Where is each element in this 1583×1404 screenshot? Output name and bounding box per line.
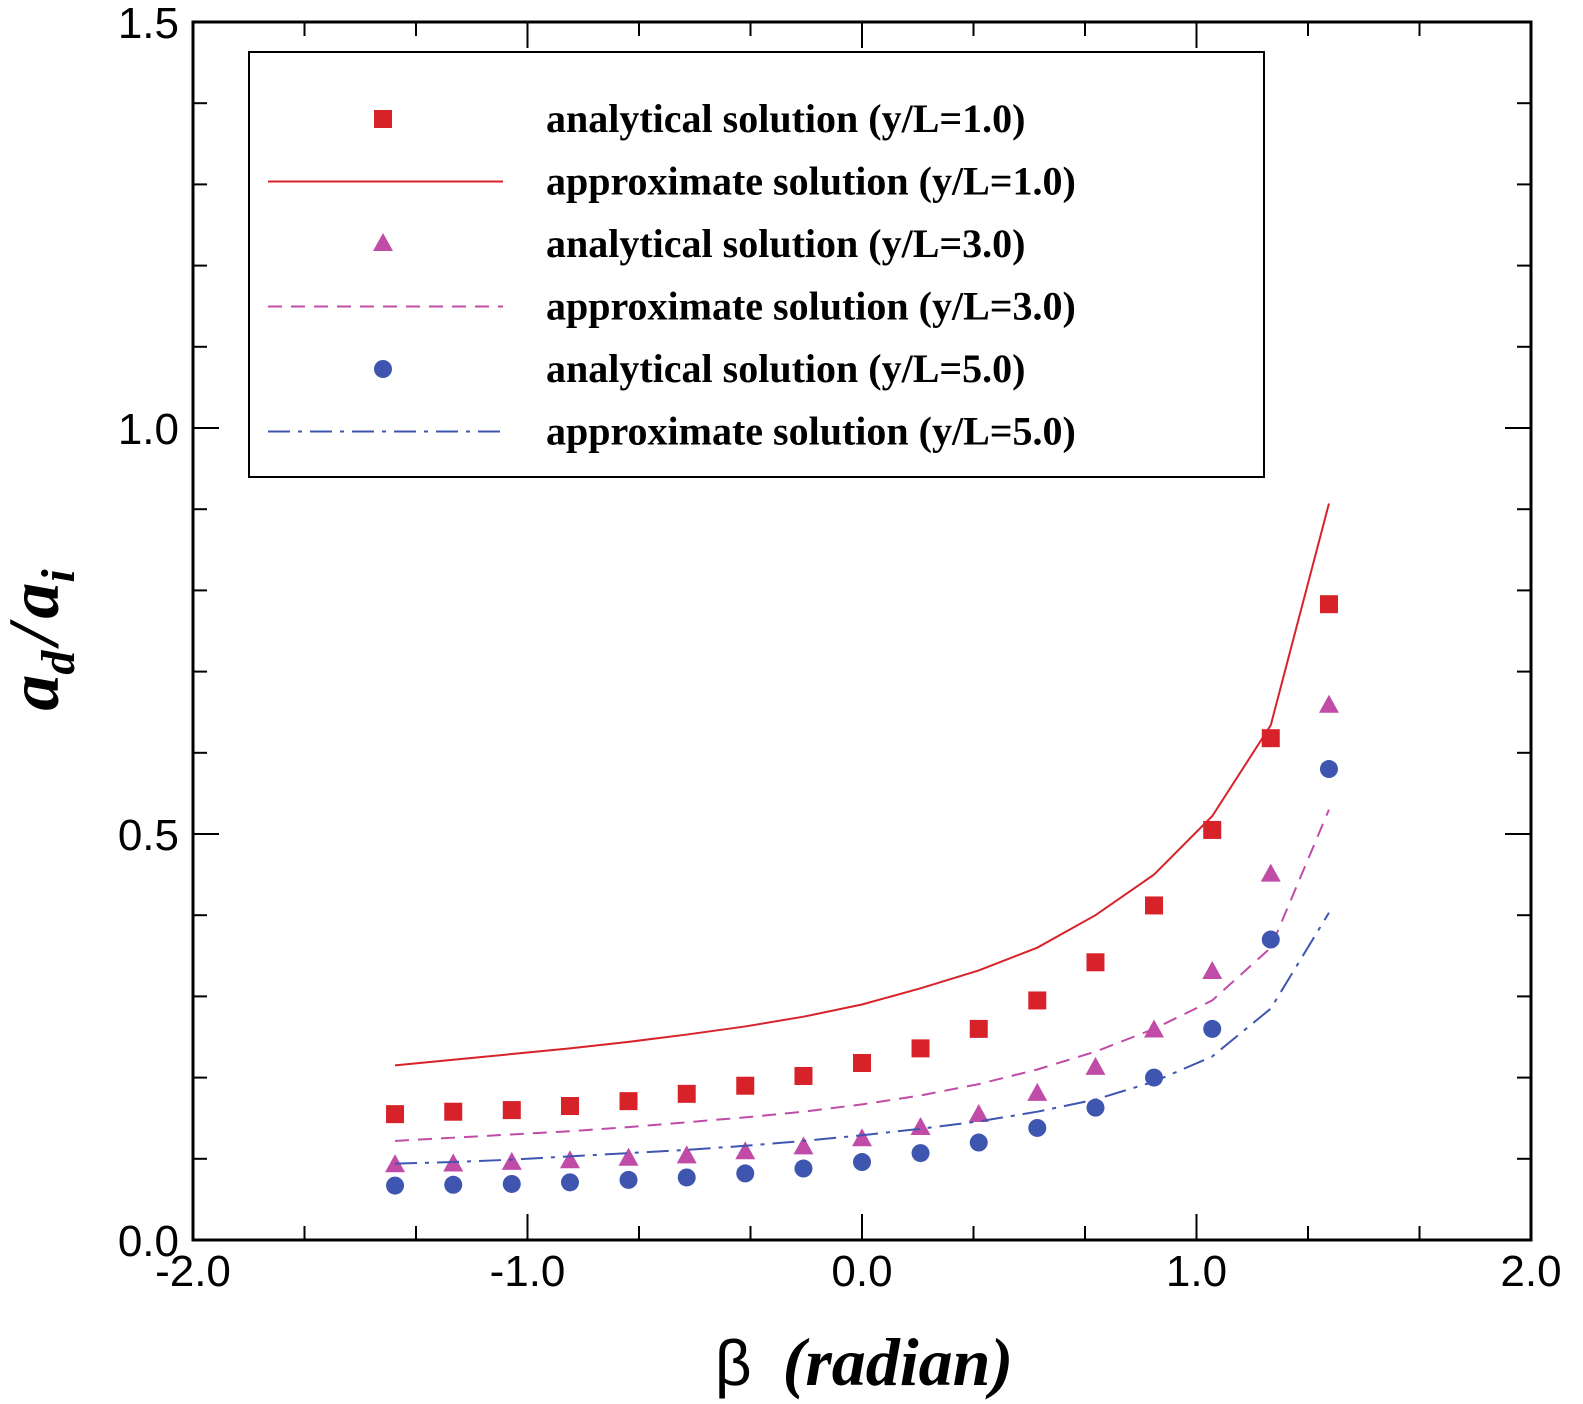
data-point-circle <box>619 1170 638 1189</box>
data-point-circle <box>386 1176 405 1195</box>
legend-label: analytical solution (y/L=5.0) <box>546 346 1026 391</box>
legend-label: analytical solution (y/L=1.0) <box>546 96 1026 141</box>
x-axis-title-symbol: β <box>715 1327 752 1399</box>
data-point-circle <box>560 1173 579 1192</box>
data-point-square <box>619 1092 638 1111</box>
y-axis-title-ad-subscript: d <box>32 650 85 675</box>
y-tick-label: 1.0 <box>118 405 179 454</box>
series-5 <box>386 760 1338 1195</box>
data-point-circle <box>1319 760 1338 779</box>
legend-symbol-circle <box>374 360 392 378</box>
x-tick-label: 0.0 <box>831 1247 892 1296</box>
x-tick-label: -1.0 <box>490 1247 566 1296</box>
data-point-square <box>444 1102 463 1121</box>
data-point-square <box>794 1066 813 1085</box>
y-tick-label: 1.5 <box>118 0 179 48</box>
y-axis-title-ai: a <box>0 583 74 619</box>
series-line-dashed <box>394 809 1330 1142</box>
legend-label: analytical solution (y/L=3.0) <box>546 221 1026 266</box>
data-point-square <box>560 1097 579 1116</box>
y-tick-label: 0.0 <box>118 1217 179 1266</box>
data-point-triangle <box>1085 1056 1106 1075</box>
series-line-solid <box>394 503 1330 1067</box>
y-axis-title: ad/ai <box>0 569 85 711</box>
data-point-square <box>1261 729 1280 748</box>
series-2 <box>394 503 1330 1067</box>
data-point-triangle <box>910 1116 931 1135</box>
data-point-triangle <box>1318 694 1339 713</box>
data-point-circle <box>736 1164 755 1183</box>
legend-symbol-triangle <box>373 233 393 251</box>
x-tick-label: 2.0 <box>1500 1247 1561 1296</box>
data-point-square <box>677 1084 696 1103</box>
legend: analytical solution (y/L=1.0) approximate… <box>248 51 1265 478</box>
data-point-square <box>969 1019 988 1038</box>
data-point-triangle <box>852 1128 872 1147</box>
data-point-square <box>911 1039 930 1058</box>
data-point-square <box>853 1053 871 1072</box>
data-point-triangle <box>501 1151 522 1170</box>
data-point-circle <box>1203 1019 1222 1038</box>
data-point-triangle <box>1202 961 1223 980</box>
data-point-circle <box>969 1133 988 1152</box>
data-point-square <box>1028 991 1047 1010</box>
axis-ticks: -2.0 -1.0 0.0 1.0 2.0 0.0 0.5 1.0 1.5 <box>118 0 1562 1296</box>
data-point-square <box>1145 896 1164 915</box>
series-1 <box>386 595 1338 1124</box>
data-point-circle <box>1086 1098 1105 1117</box>
legend-box <box>248 51 1265 478</box>
data-point-circle <box>677 1168 696 1187</box>
data-point-circle <box>853 1153 871 1172</box>
data-point-triangle <box>559 1150 580 1169</box>
legend-label: approximate solution (y/L=1.0) <box>546 159 1076 204</box>
data-point-triangle <box>735 1141 756 1160</box>
x-tick-label: 1.0 <box>1166 1247 1227 1296</box>
x-axis-title-unit: (radian) <box>783 1324 1013 1400</box>
y-axis-title-ad: a <box>0 675 74 711</box>
data-point-triangle <box>1027 1082 1048 1101</box>
data-point-square <box>736 1076 755 1095</box>
data-point-square <box>502 1101 521 1120</box>
data-point-circle <box>444 1175 463 1194</box>
series-line-dashdot <box>395 912 1330 1165</box>
y-tick-label: 0.5 <box>118 811 179 860</box>
x-axis-title: β (radian) <box>715 1324 1013 1400</box>
data-point-triangle <box>676 1145 697 1164</box>
series-6 <box>395 912 1330 1165</box>
data-point-triangle <box>1260 863 1281 882</box>
data-point-circle <box>502 1174 521 1193</box>
plot-marks <box>385 503 1339 1195</box>
data-point-triangle <box>793 1136 814 1155</box>
x-tick-label: -2.0 <box>155 1247 231 1296</box>
data-point-circle <box>911 1144 930 1163</box>
data-point-square <box>1319 595 1338 614</box>
data-point-square <box>386 1105 405 1124</box>
legend-symbol-square <box>374 110 392 128</box>
data-point-circle <box>1028 1118 1047 1137</box>
data-point-triangle <box>618 1147 639 1166</box>
legend-label: approximate solution (y/L=5.0) <box>546 409 1076 454</box>
series-4 <box>394 809 1330 1142</box>
data-point-circle <box>1261 930 1280 949</box>
y-axis-title-ai-subscript: i <box>32 569 85 583</box>
legend-label: approximate solution (y/L=3.0) <box>546 284 1076 329</box>
data-point-circle <box>794 1159 813 1178</box>
data-point-square <box>1086 953 1105 972</box>
data-point-triangle <box>968 1103 989 1122</box>
data-point-square <box>1203 820 1222 839</box>
